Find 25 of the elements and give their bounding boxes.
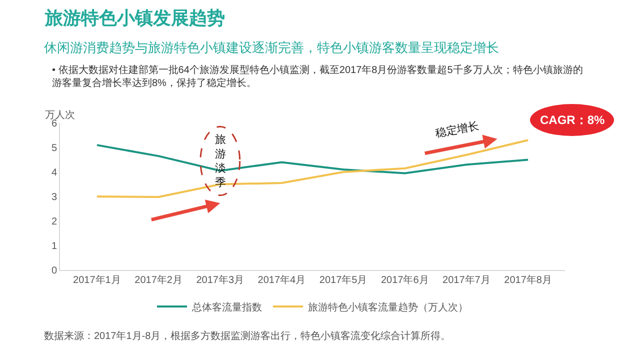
x-tick-label: 2017年3月 [196, 274, 244, 286]
chart-subtitle: 休闲游消费趋势与旅游特色小镇建设逐渐完善，特色小镇游客数量呈现稳定增长 [44, 40, 499, 55]
x-tick-label: 2017年4月 [258, 274, 306, 286]
y-tick-label: 6 [51, 118, 58, 130]
x-tick-label: 2017年6月 [380, 274, 429, 286]
y-axis-title: 万人次 [45, 110, 75, 121]
x-tick-label: 2017年2月 [134, 274, 182, 286]
y-tick-label: 1 [51, 241, 58, 252]
y-tick-label: 3 [51, 192, 58, 203]
y-tick-label: 2 [51, 216, 58, 228]
y-tick-label: 0 [51, 266, 58, 276]
x-tick-label: 2017年5月 [319, 274, 368, 286]
legend-label: 总体客流量指数 [191, 301, 262, 314]
x-tick-label: 2017年1月 [73, 274, 121, 286]
source-note: 数据来源：2017年1月-8月，根据多方数据监测游客出行，特色小镇客流变化综合计算所得。 [44, 330, 451, 342]
x-tick-label: 2017年8月 [504, 274, 552, 286]
x-tick-label: 2017年7月 [442, 274, 490, 286]
y-tick-label: 4 [51, 168, 58, 178]
annotation: CAGR：8% [540, 113, 606, 127]
line-series [96, 144, 530, 174]
text: • 依据大数据对住建部第一批64个旅游发展型特色小镇监测，截至2017年8月份游客数量超5千多万人次；特色小镇旅游的游客量复合增长率达到8%，保持了稳定增长。 [52, 64, 583, 89]
annotation: 稳定增长 [434, 119, 480, 140]
legend-label: 旅游特色小镇客流量趋势（万人次） [308, 301, 468, 314]
y-tick-label: 5 [51, 143, 58, 154]
chart-title: 旅游特色小镇发展趋势 [44, 8, 225, 28]
